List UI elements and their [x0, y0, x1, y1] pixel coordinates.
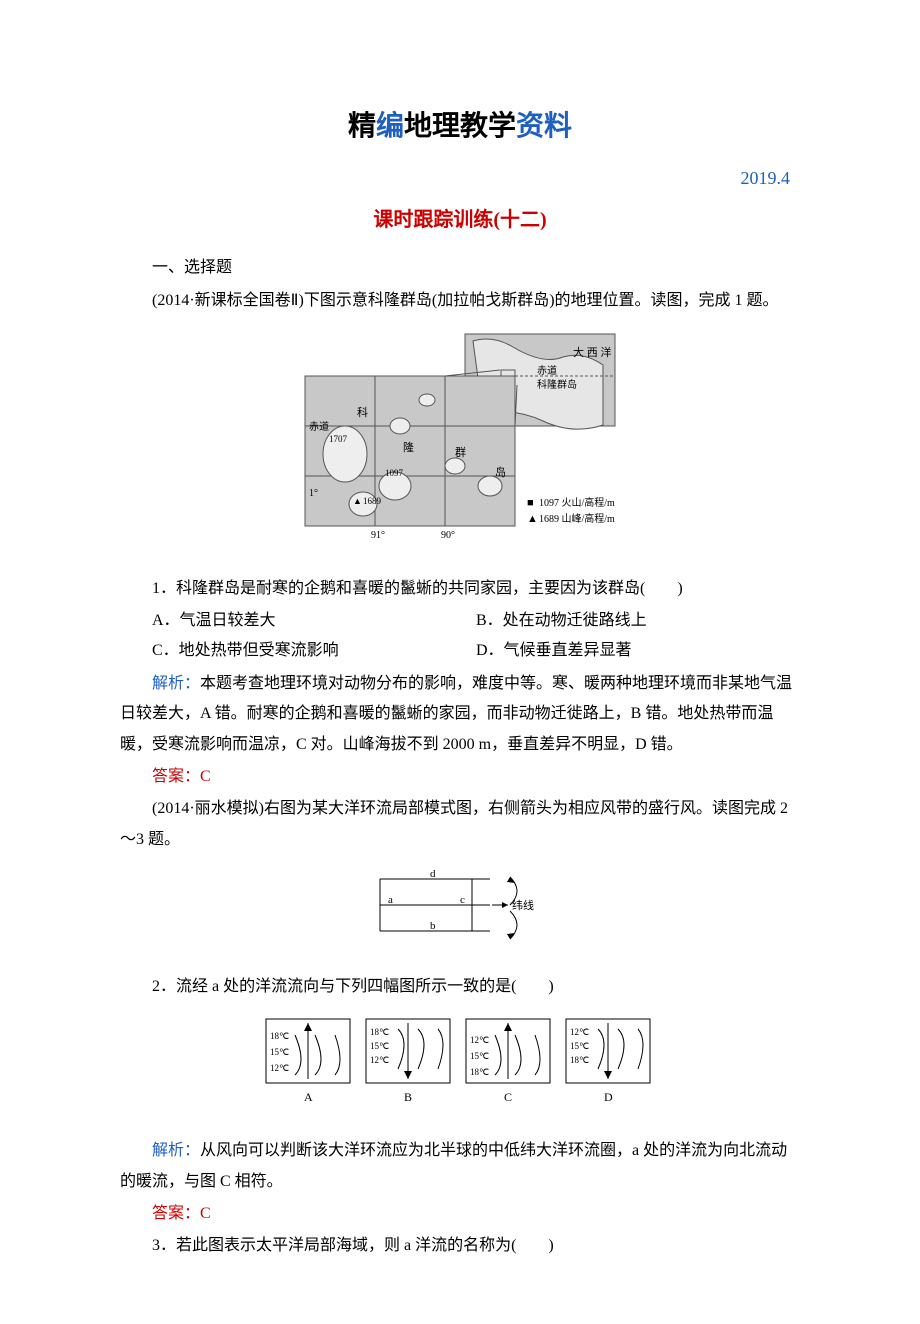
explanation-label: 解析：	[152, 675, 200, 692]
fig2-lat: 纬线	[512, 898, 534, 912]
date: 2019.4	[120, 161, 800, 195]
q3-stem: 3．若此图表示太平洋局部海域，则 a 洋流的名称为( )	[120, 1231, 800, 1261]
legend2-text: 1689 山峰/高程/m	[539, 512, 615, 525]
n1707-label: 1707	[329, 434, 348, 444]
panel-d-icon: 12℃ 15℃ 18℃ D	[566, 1019, 650, 1104]
page-title: 精编地理教学资料	[120, 100, 800, 153]
fig2-b: b	[430, 920, 436, 932]
dao-label: 岛	[495, 465, 506, 479]
q2-options-figure: 18℃ 15℃ 12℃ A 18℃ 15℃ 12℃	[120, 1013, 800, 1120]
chi-label: 科	[357, 405, 368, 419]
svg-text:18℃: 18℃	[570, 1055, 589, 1065]
lat1-label: 1°	[309, 488, 318, 499]
q2-answer: 答案：C	[120, 1199, 800, 1229]
subtitle: 课时跟踪训练(十二)	[120, 201, 800, 239]
page: 精编地理教学资料 2019.4 课时跟踪训练(十二) 一、选择题 (2014·新…	[0, 0, 920, 1324]
section-heading: 一、选择题	[120, 253, 800, 283]
q1-options-row2: C．地处热带但受寒流影响 D．气候垂直差异显著	[152, 636, 800, 666]
atlantic-label: 大 西 洋	[573, 345, 612, 359]
svg-text:15℃: 15℃	[570, 1041, 589, 1051]
long-label: 隆	[403, 440, 414, 454]
svg-text:15℃: 15℃	[470, 1051, 489, 1061]
n1097-label: 1097	[385, 468, 404, 478]
legend1-sym: ■	[527, 497, 534, 509]
answer-label: 答案：	[152, 1205, 200, 1222]
island-icon	[445, 458, 465, 474]
q23-figure: d a c b 纬线	[120, 865, 800, 956]
island-icon	[390, 418, 410, 434]
svg-text:12℃: 12℃	[470, 1035, 489, 1045]
fig2-c: c	[460, 894, 465, 906]
svg-text:B: B	[404, 1090, 412, 1104]
equator-right-label: 赤道	[537, 364, 557, 377]
svg-text:15℃: 15℃	[270, 1047, 289, 1057]
svg-text:18℃: 18℃	[270, 1031, 289, 1041]
svg-text:D: D	[604, 1090, 613, 1104]
q1-intro: (2014·新课标全国卷Ⅱ)下图示意科隆群岛(加拉帕戈斯群岛)的地理位置。读图，…	[120, 286, 800, 316]
fig2-a: a	[388, 894, 393, 906]
answer-label: 答案：	[152, 768, 200, 785]
svg-text:18℃: 18℃	[470, 1067, 489, 1077]
panel-c-icon: 12℃ 15℃ 18℃ C	[466, 1019, 550, 1104]
lon90-label: 90°	[441, 530, 455, 541]
explanation-label: 解析：	[152, 1142, 200, 1159]
svg-text:12℃: 12℃	[570, 1027, 589, 1037]
panel-b-icon: 18℃ 15℃ 12℃ B	[366, 1019, 450, 1104]
lon91-label: 91°	[371, 530, 385, 541]
q1-option-b: B．处在动物迁徙路线上	[476, 606, 800, 636]
q23-intro: (2014·丽水模拟)右图为某大洋环流局部模式图，右侧箭头为相应风带的盛行风。读…	[120, 794, 800, 855]
q1-figure: 大 西 洋 赤道 科隆群岛 赤道 科 隆 群 岛	[120, 326, 800, 557]
svg-text:12℃: 12℃	[270, 1063, 289, 1073]
q1-option-d: D．气候垂直差异显著	[476, 636, 800, 666]
legend1-text: 1097 火山/高程/m	[539, 496, 615, 509]
island-icon	[478, 476, 502, 496]
qun-label: 群	[455, 445, 466, 459]
svg-text:▲: ▲	[353, 496, 362, 506]
svg-text:12℃: 12℃	[370, 1055, 389, 1065]
q1-option-c: C．地处热带但受寒流影响	[152, 636, 476, 666]
island-icon	[419, 394, 435, 406]
q2-explanation: 解析：从风向可以判断该大洋环流应为北半球的中低纬大洋环流圈，a 处的洋流为向北流…	[120, 1136, 800, 1197]
svg-text:C: C	[504, 1090, 512, 1104]
q1-answer: 答案：C	[120, 762, 800, 792]
kelong-right-label: 科隆群岛	[537, 378, 577, 391]
q1-explanation-text: 本题考查地理环境对动物分布的影响，难度中等。寒、暖两种地理环境而非某地气温日较差…	[120, 675, 792, 753]
legend2-sym: ▲	[527, 513, 538, 525]
q1-explanation: 解析：本题考查地理环境对动物分布的影响，难度中等。寒、暖两种地理环境而非某地气温…	[120, 669, 800, 760]
svg-text:15℃: 15℃	[370, 1041, 389, 1051]
panel-a-icon: 18℃ 15℃ 12℃ A	[266, 1019, 350, 1104]
q1-stem: 1．科隆群岛是耐寒的企鹅和喜暖的鬣蜥的共同家园，主要因为该群岛( )	[120, 574, 800, 604]
q2-answer-value: C	[200, 1205, 211, 1222]
q1-options-row1: A．气温日较差大 B．处在动物迁徙路线上	[152, 606, 800, 636]
n1689-label: 1689	[363, 496, 382, 506]
title-p1: 精	[348, 111, 376, 142]
equator-left-label: 赤道	[309, 420, 329, 433]
title-p4: 资料	[516, 111, 572, 142]
svg-text:18℃: 18℃	[370, 1027, 389, 1037]
svg-text:A: A	[304, 1090, 313, 1104]
fig2-d: d	[430, 868, 436, 880]
q2-explanation-text: 从风向可以判断该大洋环流应为北半球的中低纬大洋环流圈，a 处的洋流为向北流动的暖…	[120, 1142, 787, 1189]
title-p2: 编	[376, 111, 404, 142]
title-p3: 地理教学	[404, 111, 516, 142]
q2-stem: 2．流经 a 处的洋流流向与下列四幅图所示一致的是( )	[120, 972, 800, 1002]
q1-option-a: A．气温日较差大	[152, 606, 476, 636]
q1-answer-value: C	[200, 768, 211, 785]
